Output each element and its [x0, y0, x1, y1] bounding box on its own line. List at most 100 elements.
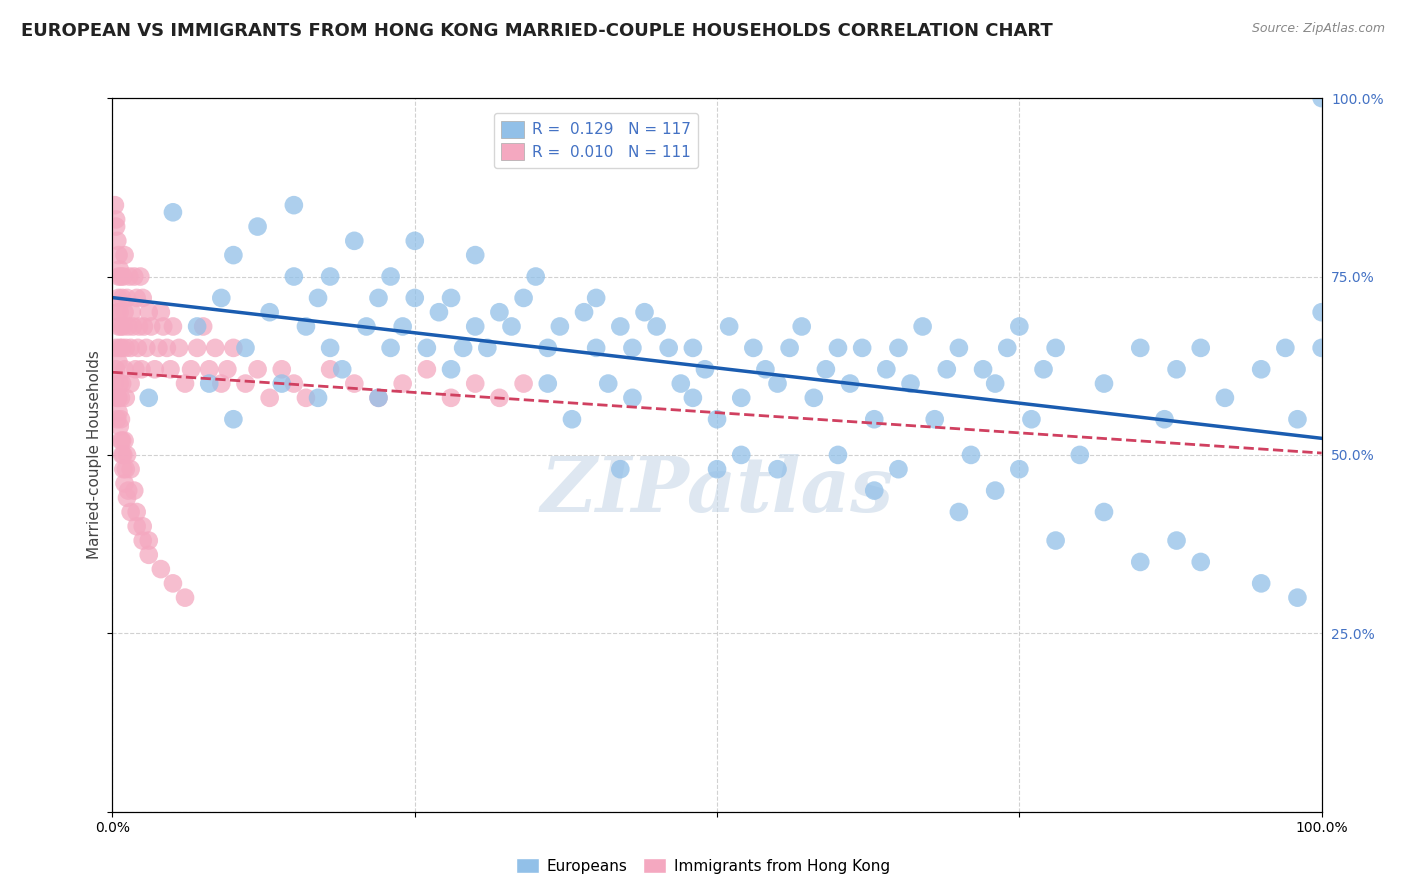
Point [633, 305, 655, 319]
Point [307, 291, 329, 305]
Point [270, 376, 292, 391]
Point [121, 305, 143, 319]
Legend: Europeans, Immigrants from Hong Kong: Europeans, Immigrants from Hong Kong [510, 852, 896, 880]
Point [488, 305, 510, 319]
Point [114, 362, 136, 376]
Point [1045, 341, 1067, 355]
Point [790, 319, 813, 334]
Point [167, 341, 190, 355]
Point [283, 269, 305, 284]
Point [718, 319, 741, 334]
Point [131, 362, 153, 376]
Point [222, 412, 245, 426]
Point [1092, 376, 1115, 391]
Point [162, 319, 184, 334]
Point [464, 319, 486, 334]
Point [682, 391, 704, 405]
Point [122, 319, 145, 334]
Point [186, 319, 208, 334]
Point [129, 269, 152, 284]
Point [259, 305, 281, 319]
Point [283, 376, 305, 391]
Point [138, 391, 160, 405]
Point [107, 319, 129, 334]
Point [645, 319, 668, 334]
Point [451, 341, 474, 355]
Point [488, 391, 510, 405]
Point [104, 376, 127, 391]
Point [972, 362, 994, 376]
Point [108, 305, 131, 319]
Point [512, 291, 534, 305]
Point [754, 362, 776, 376]
Point [112, 319, 135, 334]
Point [111, 376, 134, 391]
Point [537, 341, 560, 355]
Point [209, 291, 232, 305]
Point [343, 234, 366, 248]
Point [114, 462, 136, 476]
Point [1310, 341, 1333, 355]
Point [585, 291, 607, 305]
Point [114, 341, 136, 355]
Point [682, 341, 704, 355]
Point [742, 341, 765, 355]
Point [105, 391, 128, 405]
Point [1021, 412, 1043, 426]
Point [319, 341, 342, 355]
Point [501, 319, 523, 334]
Point [621, 391, 644, 405]
Point [110, 391, 132, 405]
Point [105, 219, 128, 234]
Point [404, 291, 426, 305]
Point [900, 376, 922, 391]
Point [135, 341, 157, 355]
Point [1250, 362, 1272, 376]
Text: EUROPEAN VS IMMIGRANTS FROM HONG KONG MARRIED-COUPLE HOUSEHOLDS CORRELATION CHAR: EUROPEAN VS IMMIGRANTS FROM HONG KONG MA… [21, 22, 1053, 40]
Point [174, 376, 197, 391]
Point [114, 391, 136, 405]
Point [1213, 391, 1236, 405]
Point [440, 291, 463, 305]
Point [141, 319, 163, 334]
Point [124, 362, 146, 376]
Point [120, 505, 142, 519]
Point [107, 291, 129, 305]
Point [111, 448, 134, 462]
Point [132, 519, 155, 533]
Point [112, 462, 135, 476]
Point [198, 362, 221, 376]
Point [204, 341, 226, 355]
Point [128, 319, 150, 334]
Point [1153, 412, 1175, 426]
Point [114, 248, 136, 262]
Point [730, 448, 752, 462]
Point [367, 391, 389, 405]
Point [138, 548, 160, 562]
Point [669, 376, 692, 391]
Point [572, 305, 595, 319]
Point [827, 448, 849, 462]
Point [766, 376, 789, 391]
Point [693, 362, 716, 376]
Point [367, 291, 389, 305]
Point [295, 319, 318, 334]
Point [107, 248, 129, 262]
Point [875, 362, 897, 376]
Point [948, 341, 970, 355]
Point [259, 391, 281, 405]
Point [110, 434, 132, 448]
Point [464, 376, 486, 391]
Point [149, 562, 172, 576]
Point [380, 341, 402, 355]
Point [730, 391, 752, 405]
Point [585, 341, 607, 355]
Point [127, 341, 149, 355]
Point [117, 483, 139, 498]
Point [235, 341, 257, 355]
Point [524, 269, 547, 284]
Point [174, 591, 197, 605]
Point [198, 376, 221, 391]
Point [404, 234, 426, 248]
Point [132, 533, 155, 548]
